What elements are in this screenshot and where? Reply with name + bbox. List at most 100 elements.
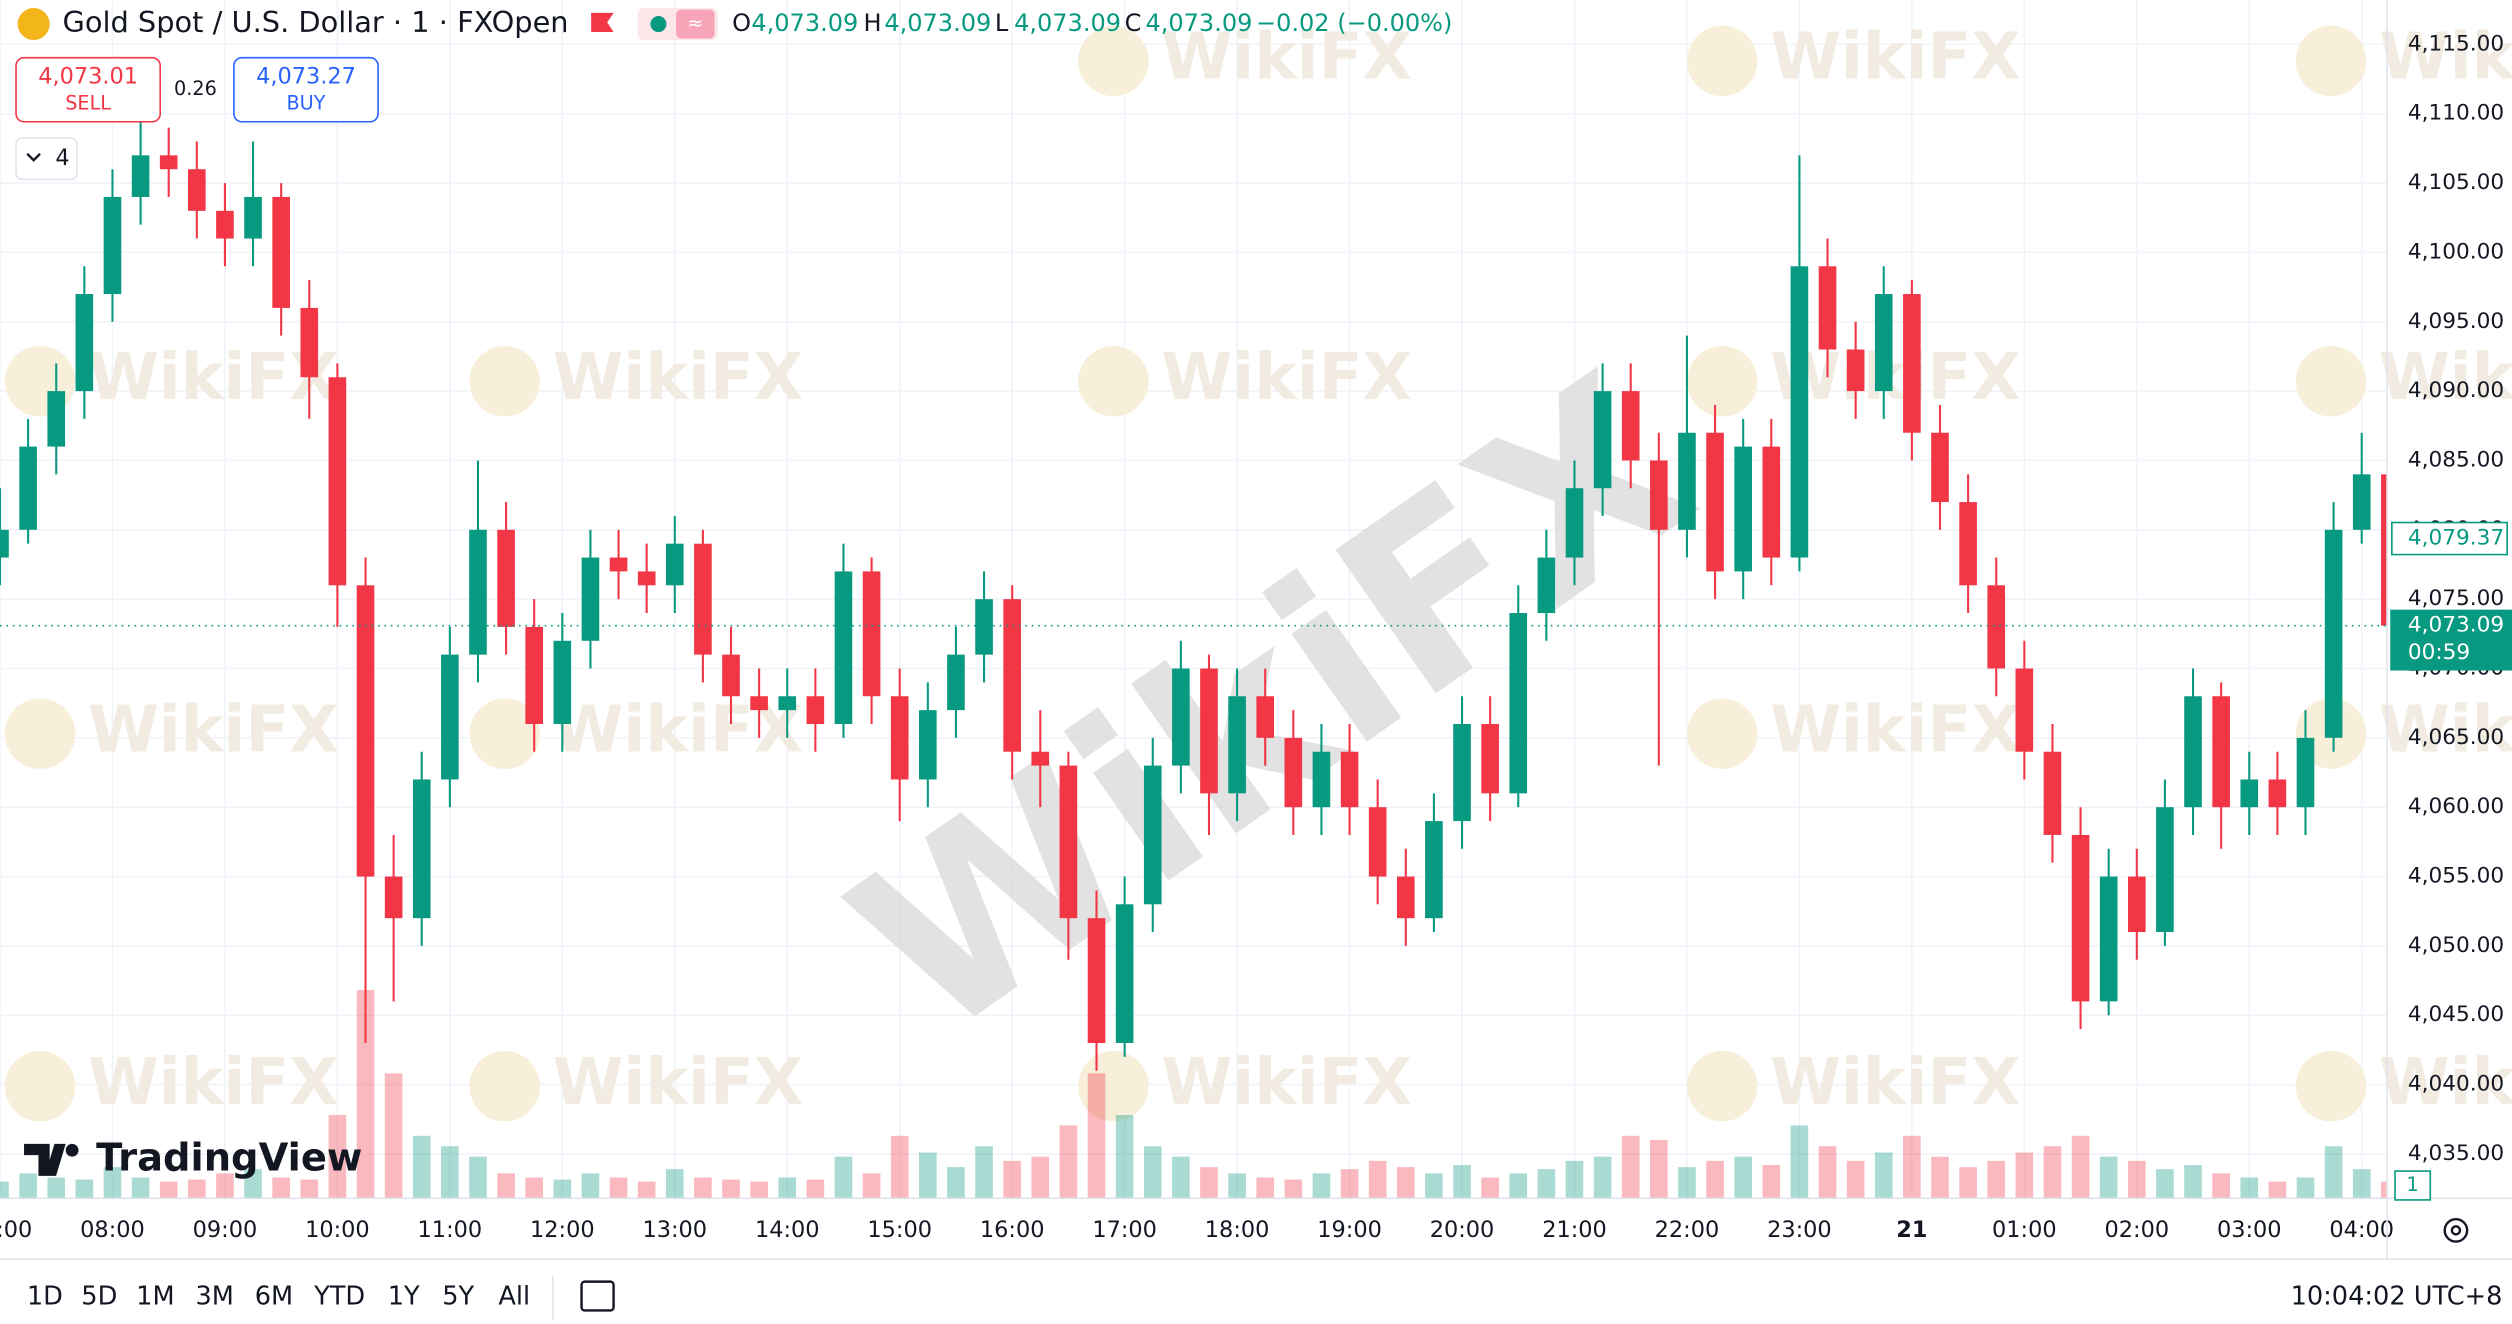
candle-body [2071,834,2090,1002]
x-tick-label: 23:00 [1767,1217,1832,1243]
watermark: WikiFX [1770,20,2020,94]
volume-bar [1903,1135,1921,1199]
x-tick-label: 15:00 [867,1217,932,1243]
plot [0,113,2388,1071]
settings-icon[interactable] [2443,1217,2469,1243]
volume-bar [103,1167,122,1199]
candle-body [244,196,262,239]
watermark: WikiFX [2379,1046,2512,1120]
range-button[interactable]: 6M [255,1282,293,1312]
candle-body [1396,876,1415,919]
symbol-icon [17,8,50,41]
volume-bar [2043,1146,2062,1199]
volume-bar [1565,1160,1584,1199]
watermark: WikiFX [553,341,803,415]
volume-bar [19,1173,37,1199]
volume-bar [1284,1179,1303,1199]
x-tick-label: 20:00 [1430,1217,1495,1243]
watermark-icon [2295,25,2367,97]
volume-bar [862,1173,881,1199]
candle-body [2268,779,2287,808]
range-button[interactable]: YTD [313,1282,365,1312]
candle-body [1818,266,1837,350]
candle-body [1172,668,1190,766]
volume-bar [2156,1169,2174,1199]
candle-body [750,696,768,711]
watermark: WikiFX [1770,1046,2020,1120]
volume-bar [806,1179,825,1199]
y-tick-label: 4,115.00 [2408,31,2504,56]
candle-body [1650,460,1668,530]
range-button[interactable]: 1Y [388,1282,420,1312]
candle-body [665,543,684,586]
volume-bar [497,1173,515,1199]
buy-button[interactable] [233,56,379,123]
candle-body [497,529,515,627]
candle-body [469,529,487,655]
candle-body [2296,737,2315,808]
candle-body [975,599,993,655]
range-button[interactable]: 1M [136,1282,174,1312]
ohlc-label: C [1125,9,1142,37]
candle-body [2324,529,2343,738]
volume-bar [1368,1160,1387,1199]
logo-dot [65,1143,79,1157]
range-button[interactable]: All [498,1282,530,1312]
volume-bar [581,1173,600,1199]
x-tick-label: 02:00 [2105,1217,2170,1243]
candle-body [2240,779,2259,808]
volume-bar [1143,1146,1162,1199]
candle-body [1256,696,1275,738]
x-tick-label: 11:00 [418,1217,483,1243]
volume-bar [1874,1152,1893,1199]
volume-bar [1706,1160,1724,1199]
volume-bar [750,1181,768,1199]
scale-badge-text: 1 [2407,1173,2419,1196]
candle-body [1425,821,1443,919]
sell-button[interactable] [15,56,162,123]
indicators-toggle[interactable] [15,136,78,181]
candle-body [609,557,628,572]
candle-body [2156,807,2174,933]
ohlc-label: L [995,9,1009,37]
volume-bar [1425,1173,1443,1199]
volume-bar [722,1179,740,1199]
candle-body [188,169,206,211]
candle-body [1031,751,1050,766]
volume-bar [300,1179,319,1199]
y-tick-label: 4,035.00 [2408,1141,2504,1166]
x-tick-label: 07:00 [0,1217,32,1243]
clock[interactable]: 10:04:02 UTC+8 [2291,1282,2503,1312]
volume-bar [637,1181,656,1199]
range-button[interactable]: 5Y [442,1282,474,1312]
candle-body [1706,432,1724,572]
y-tick-label: 4,040.00 [2408,1072,2504,1097]
range-button[interactable]: 1D [27,1282,63,1312]
flag-icon[interactable] [591,12,614,33]
volume-bar [1003,1160,1021,1199]
goto-date-icon[interactable] [580,1280,615,1312]
buy-label: BUY [286,92,325,115]
symbol-title[interactable]: Gold Spot / U.S. Dollar · 1 · FXOpen [62,5,568,39]
volume-bar [2324,1146,2343,1199]
ohlc-label: O [732,9,751,37]
y-tick-label: 4,065.00 [2408,725,2504,750]
volume-bar [1509,1173,1528,1199]
volume-bar [553,1179,572,1199]
range-button[interactable]: 5D [81,1282,117,1312]
range-button[interactable]: 3M [195,1282,233,1312]
candle-body [1115,904,1134,1043]
scale-badge[interactable] [2394,1170,2432,1201]
candle-body [2043,751,2062,835]
grid [0,0,2388,1199]
volume-bar [1115,1115,1134,1199]
candle-body [356,585,375,877]
volume-bar [47,1177,66,1199]
data-badge-icon: ≈ [687,12,703,35]
volume-bar [947,1167,965,1199]
candle-body [216,210,234,239]
volume-bar [525,1177,544,1199]
volume-bar [1931,1156,1949,1199]
candle-body [1368,807,1387,877]
